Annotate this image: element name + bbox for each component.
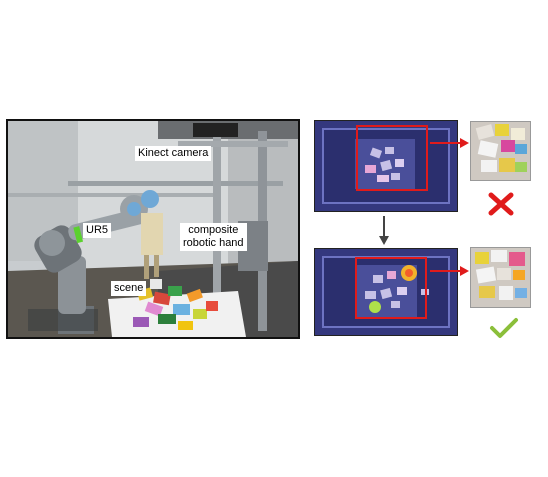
arrow-down-icon [379,216,389,245]
crop-thumbnail-bottom [470,247,531,308]
label-composite-robotic-hand: composite robotic hand [180,223,247,251]
crop-visual-top [471,122,530,180]
label-hand-line1: composite [188,224,239,236]
label-scene: scene [111,281,147,296]
grasp-region-top [356,125,428,191]
label-hand-line2: robotic hand [183,237,244,249]
arrow-right-icon [430,138,469,148]
crop-visual-bottom [471,248,530,307]
label-kinect-camera: Kinect camera [135,146,212,161]
robot-setup-photo: Kinect camera UR5 composite robotic hand… [6,119,300,339]
crop-thumbnail-top [470,121,531,181]
depth-image-bottom [314,248,458,336]
depth-visual-bottom [315,249,457,335]
label-ur5: UR5 [83,223,112,238]
arrow-right-icon [430,266,469,276]
cross-mark-icon [488,192,514,216]
check-mark-icon [490,318,518,338]
grasp-region-bottom [355,257,427,319]
depth-image-top [314,120,458,212]
